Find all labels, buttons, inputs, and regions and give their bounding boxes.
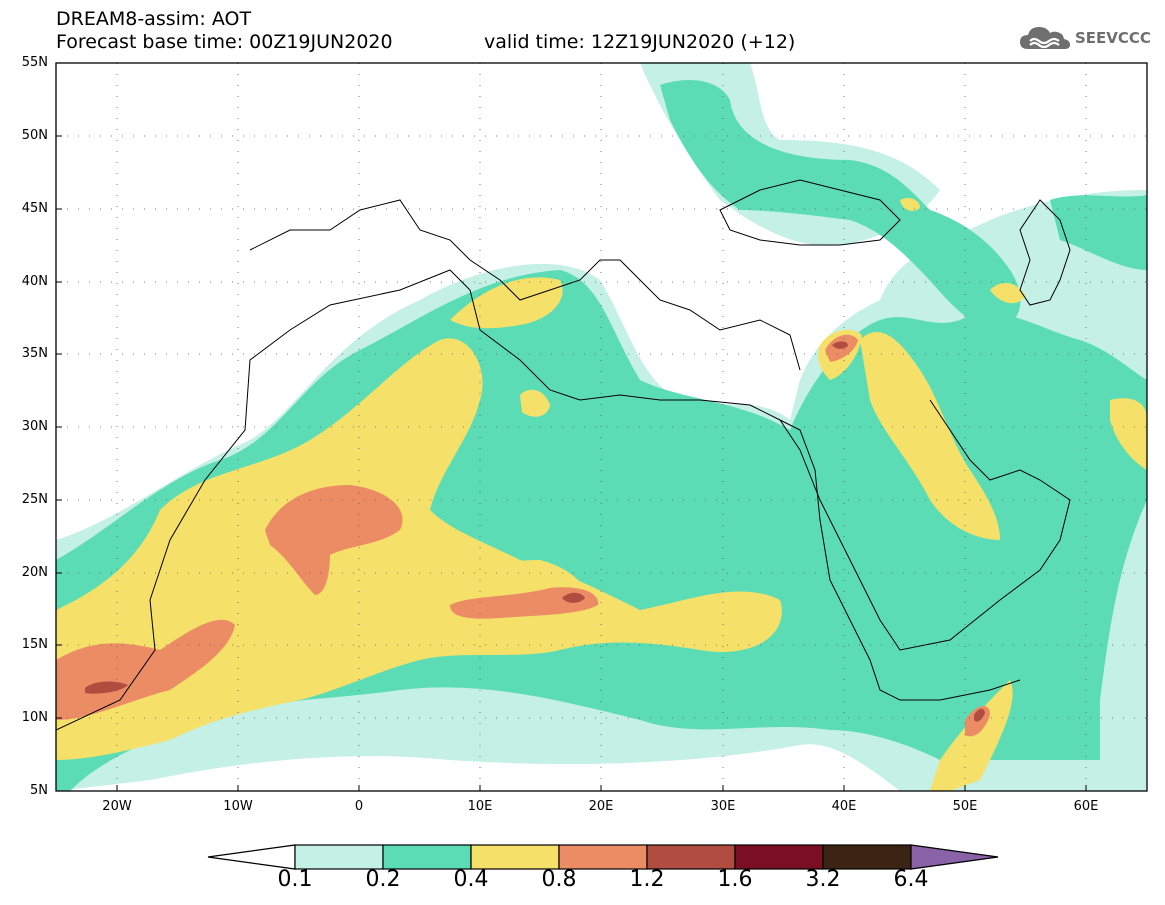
lon-tick-label: 20E bbox=[588, 799, 614, 814]
lat-tick-label: 35N bbox=[21, 346, 48, 361]
coast-africa bbox=[56, 269, 1021, 731]
lat-tick-label: 45N bbox=[21, 201, 48, 216]
valid-time: valid time: 12Z19JUN2020 (+12) bbox=[484, 31, 796, 53]
lat-tick-label: 20N bbox=[21, 565, 48, 580]
coast-caspian bbox=[1019, 199, 1071, 306]
coastlines bbox=[56, 179, 1071, 731]
aot-field-0.4-ukraine bbox=[900, 197, 920, 211]
gridlines bbox=[56, 63, 1147, 791]
map-title: DREAM8-assim: AOT bbox=[56, 8, 252, 30]
colorbar-label: 0.8 bbox=[541, 867, 577, 892]
lon-tick-label: 60E bbox=[1073, 799, 1099, 814]
lon-tick-label: 10W bbox=[223, 799, 253, 814]
cloud-logo-icon bbox=[1020, 27, 1070, 49]
aot-field-0.8-mali bbox=[265, 485, 403, 595]
aot-field-0.4-caucasus bbox=[990, 283, 1025, 304]
aot-field-1.2-somalia bbox=[974, 708, 985, 722]
lat-tick-label: 50N bbox=[21, 128, 48, 143]
coast-arabia bbox=[779, 399, 1071, 651]
lat-tick-label: 10N bbox=[21, 710, 48, 725]
aot-field-0.4-iraq bbox=[860, 331, 1000, 540]
lat-tick-label: 40N bbox=[21, 274, 48, 289]
colorbar-label: 6.4 bbox=[893, 867, 929, 892]
lat-tick-label: 5N bbox=[30, 783, 48, 798]
forecast-base-time: Forecast base time: 00Z19JUN2020 bbox=[56, 31, 393, 53]
lon-tick-label: 0 bbox=[354, 799, 364, 814]
lat-tick-label: 15N bbox=[21, 637, 48, 652]
colorbar-label: 0.2 bbox=[365, 867, 401, 892]
aot-field-0.4-tunisia bbox=[450, 277, 563, 329]
lat-tick-label: 30N bbox=[21, 419, 48, 434]
seevccc-logo: SEEVCCC bbox=[1018, 22, 1151, 54]
lon-tick-label: 20W bbox=[102, 799, 132, 814]
aot-field-0.4-libya bbox=[520, 389, 550, 417]
aot-field-0.8-chad bbox=[450, 587, 599, 619]
coast-europe bbox=[249, 199, 801, 371]
lat-tick-label: 55N bbox=[21, 55, 48, 70]
aot-field-1.2-senegal bbox=[85, 681, 128, 694]
lon-tick-label: 30E bbox=[710, 799, 736, 814]
axis-ticks bbox=[56, 62, 1087, 792]
aot-field-0.2-caspian bbox=[1050, 195, 1147, 270]
coast-blacksea bbox=[719, 179, 901, 246]
colorbar-label: 3.2 bbox=[805, 867, 841, 892]
aot-field-1.2-chad bbox=[562, 592, 585, 603]
colorbar-label: 0.4 bbox=[453, 867, 489, 892]
lon-tick-label: 50E bbox=[952, 799, 978, 814]
lat-tick-label: 25N bbox=[21, 492, 48, 507]
logo-text: SEEVCCC bbox=[1075, 29, 1151, 47]
aot-field-0.4 bbox=[56, 338, 782, 760]
colorbar-label: 0.1 bbox=[277, 867, 313, 892]
lon-tick-label: 10E bbox=[467, 799, 493, 814]
aot-field-0.4-oman bbox=[1110, 398, 1147, 470]
colorbar-label: 1.6 bbox=[717, 867, 753, 892]
lon-tick-label: 40E bbox=[831, 799, 857, 814]
aot-field-0.2-blacksea bbox=[660, 80, 1021, 330]
aot-field-1.2-syria bbox=[832, 341, 848, 349]
colorbar-label: 1.2 bbox=[629, 867, 665, 892]
